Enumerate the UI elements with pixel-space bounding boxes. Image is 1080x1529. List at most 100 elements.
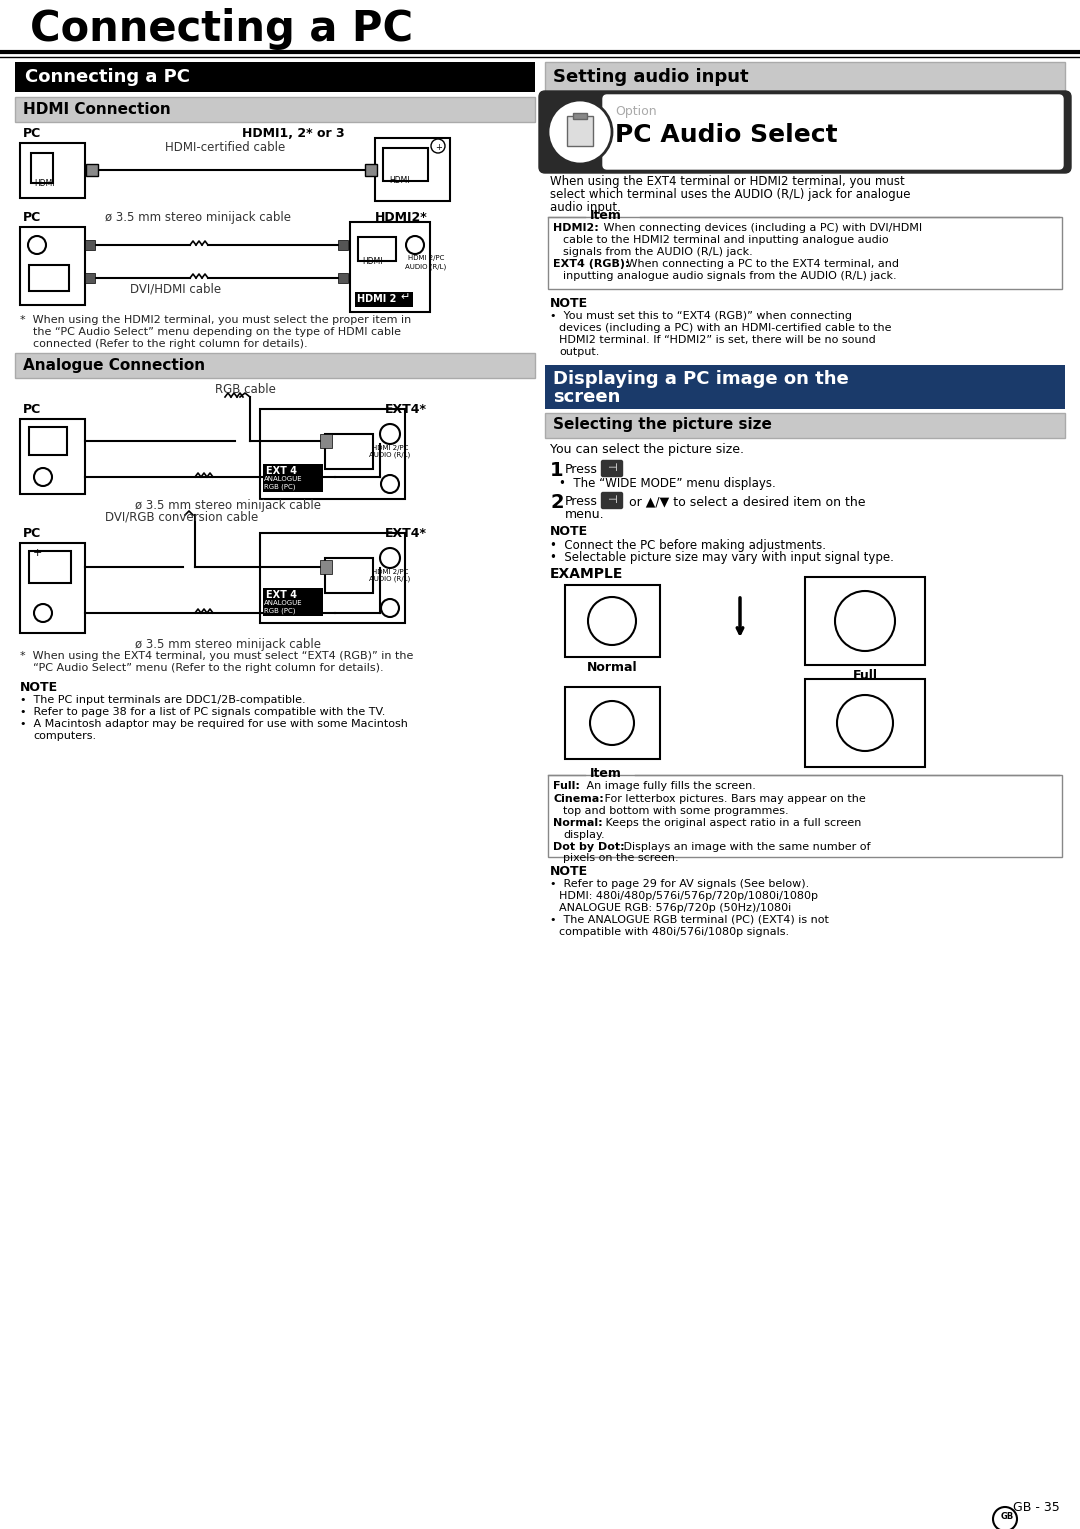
- Text: +: +: [435, 144, 442, 151]
- Bar: [548, 217, 1062, 289]
- Text: •  Refer to page 29 for AV signals (See below).: • Refer to page 29 for AV signals (See b…: [550, 879, 809, 888]
- Bar: [29, 265, 69, 291]
- Text: •  Connect the PC before making adjustments.: • Connect the PC before making adjustmen…: [550, 540, 826, 552]
- Text: ↵: ↵: [400, 292, 409, 303]
- Text: When using the EXT4 terminal or HDMI2 terminal, you must: When using the EXT4 terminal or HDMI2 te…: [550, 174, 905, 188]
- Text: ø 3.5 mm stereo minijack cable: ø 3.5 mm stereo minijack cable: [105, 211, 291, 225]
- Text: Setting audio input: Setting audio input: [553, 67, 748, 86]
- Circle shape: [28, 235, 46, 254]
- Bar: [545, 365, 1065, 408]
- Text: Dot by Dot:: Dot by Dot:: [553, 842, 624, 852]
- Circle shape: [33, 468, 52, 486]
- Text: ⊣: ⊣: [607, 495, 617, 505]
- Text: •  You must set this to “EXT4 (RGB)” when connecting: • You must set this to “EXT4 (RGB)” when…: [550, 310, 852, 321]
- Text: computers.: computers.: [33, 731, 96, 742]
- Bar: [260, 408, 405, 498]
- Text: •  A Macintosh adaptor may be required for use with some Macintosh: • A Macintosh adaptor may be required fo…: [21, 719, 408, 729]
- Bar: [85, 274, 95, 283]
- Text: Normal: Normal: [586, 661, 637, 674]
- Bar: [805, 679, 924, 768]
- Text: PC: PC: [23, 127, 41, 141]
- Bar: [565, 586, 660, 657]
- Text: output.: output.: [559, 347, 599, 356]
- Text: Connecting a PC: Connecting a PC: [25, 67, 190, 86]
- Bar: [383, 148, 428, 180]
- Bar: [350, 222, 430, 312]
- Text: Connecting a PC: Connecting a PC: [30, 8, 414, 50]
- Bar: [21, 543, 85, 633]
- Text: NOTE: NOTE: [550, 524, 589, 538]
- FancyBboxPatch shape: [602, 460, 622, 477]
- Bar: [320, 434, 332, 448]
- Text: HDMI: HDMI: [33, 179, 54, 188]
- Text: •  The PC input terminals are DDC1/2B-compatible.: • The PC input terminals are DDC1/2B-com…: [21, 696, 306, 705]
- Text: DVI/HDMI cable: DVI/HDMI cable: [130, 283, 221, 297]
- Text: ø 3.5 mm stereo minijack cable: ø 3.5 mm stereo minijack cable: [135, 498, 321, 512]
- Bar: [573, 113, 588, 119]
- Text: Option: Option: [615, 106, 657, 118]
- Bar: [29, 427, 67, 456]
- Bar: [31, 153, 53, 183]
- Text: HDMI: HDMI: [362, 257, 382, 266]
- Text: GB: GB: [1001, 1512, 1014, 1521]
- Bar: [545, 413, 1065, 437]
- Circle shape: [590, 700, 634, 745]
- Text: HDMI: HDMI: [389, 176, 409, 185]
- Circle shape: [380, 547, 400, 567]
- Text: +: +: [33, 547, 42, 558]
- Bar: [545, 63, 1065, 92]
- Text: the “PC Audio Select” menu depending on the type of HDMI cable: the “PC Audio Select” menu depending on …: [33, 327, 401, 336]
- Text: Item: Item: [590, 209, 622, 222]
- Text: NOTE: NOTE: [21, 680, 58, 694]
- Bar: [355, 292, 413, 307]
- Text: *  When using the HDMI2 terminal, you must select the proper item in: * When using the HDMI2 terminal, you mus…: [21, 315, 411, 326]
- Text: Press: Press: [565, 495, 598, 508]
- Text: menu.: menu.: [565, 508, 605, 521]
- Text: When connecting devices (including a PC) with DVI/HDMI: When connecting devices (including a PC)…: [600, 223, 922, 232]
- Text: ø 3.5 mm stereo minijack cable: ø 3.5 mm stereo minijack cable: [135, 638, 321, 651]
- Text: select which terminal uses the AUDIO (R/L) jack for analogue: select which terminal uses the AUDIO (R/…: [550, 188, 910, 200]
- Text: HDMI2 terminal. If “HDMI2” is set, there will be no sound: HDMI2 terminal. If “HDMI2” is set, there…: [559, 335, 876, 346]
- Text: ANALOGUE: ANALOGUE: [264, 599, 302, 605]
- Text: audio input.: audio input.: [550, 200, 621, 214]
- Circle shape: [431, 139, 445, 153]
- Text: EXT 4: EXT 4: [266, 466, 297, 476]
- FancyBboxPatch shape: [603, 95, 1063, 170]
- Text: Full: Full: [852, 670, 877, 682]
- Text: GB - 35: GB - 35: [1013, 1501, 1059, 1514]
- Text: RGB (PC): RGB (PC): [264, 483, 296, 489]
- Text: HDMI Connection: HDMI Connection: [23, 102, 171, 118]
- FancyBboxPatch shape: [539, 92, 1071, 173]
- Text: HDMI 2/PC: HDMI 2/PC: [372, 445, 408, 451]
- Text: pixels on the screen.: pixels on the screen.: [563, 853, 678, 862]
- Bar: [86, 164, 98, 176]
- Bar: [21, 419, 85, 494]
- Bar: [15, 63, 535, 92]
- Text: or ▲/▼ to select a desired item on the: or ▲/▼ to select a desired item on the: [625, 495, 865, 508]
- Circle shape: [548, 99, 612, 164]
- Circle shape: [588, 596, 636, 645]
- Text: devices (including a PC) with an HDMI-certified cable to the: devices (including a PC) with an HDMI-ce…: [559, 323, 891, 333]
- Text: RGB (PC): RGB (PC): [264, 607, 296, 613]
- Text: •  The “WIDE MODE” menu displays.: • The “WIDE MODE” menu displays.: [559, 477, 775, 489]
- Bar: [375, 138, 450, 200]
- Text: AUDIO (R/L): AUDIO (R/L): [369, 576, 410, 583]
- Text: Full:: Full:: [553, 781, 580, 790]
- Text: HDMI 2/PC: HDMI 2/PC: [408, 255, 444, 261]
- Text: cable to the HDMI2 terminal and inputting analogue audio: cable to the HDMI2 terminal and inputtin…: [563, 235, 889, 245]
- Circle shape: [837, 696, 893, 751]
- Bar: [805, 576, 924, 665]
- Circle shape: [380, 424, 400, 443]
- Text: An image fully fills the screen.: An image fully fills the screen.: [583, 781, 756, 790]
- Bar: [548, 775, 1062, 856]
- Bar: [567, 116, 593, 145]
- Bar: [357, 237, 396, 261]
- Text: Item: Item: [590, 768, 622, 780]
- FancyBboxPatch shape: [602, 492, 622, 509]
- Text: *  When using the EXT4 terminal, you must select “EXT4 (RGB)” in the: * When using the EXT4 terminal, you must…: [21, 651, 414, 661]
- Circle shape: [993, 1508, 1017, 1529]
- Bar: [15, 353, 535, 378]
- Text: EXAMPLE: EXAMPLE: [550, 567, 623, 581]
- Bar: [264, 463, 323, 492]
- Text: inputting analogue audio signals from the AUDIO (R/L) jack.: inputting analogue audio signals from th…: [563, 271, 896, 281]
